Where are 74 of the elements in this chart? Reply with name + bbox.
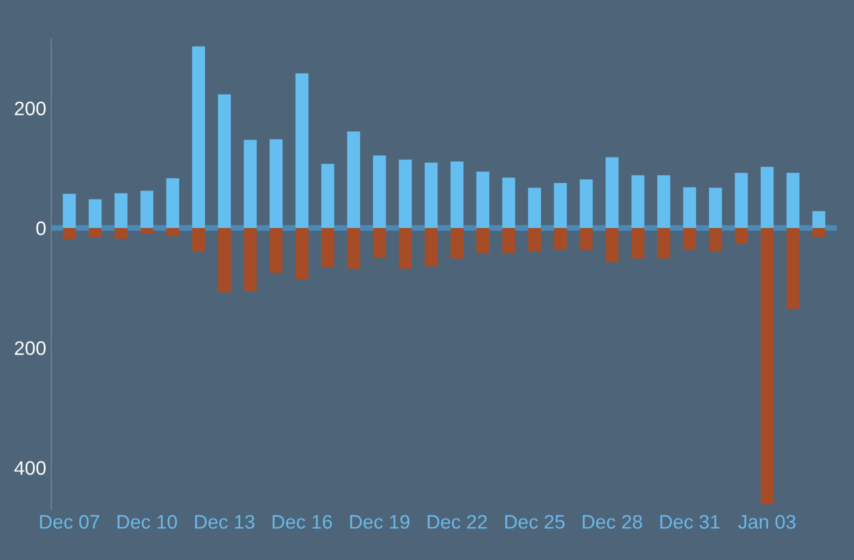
bar — [140, 228, 154, 234]
bar — [657, 175, 670, 228]
bar — [114, 193, 128, 228]
bar — [683, 187, 696, 228]
bar — [424, 228, 438, 266]
bar — [295, 228, 308, 280]
bar — [321, 228, 334, 267]
bar — [708, 228, 722, 252]
y-tick-label: 200 — [14, 102, 46, 116]
bar — [140, 190, 154, 228]
bar — [62, 228, 76, 240]
x-tick-label: Dec 07 — [40, 514, 100, 529]
bar — [270, 139, 283, 228]
bar — [88, 228, 102, 238]
bar — [554, 228, 567, 250]
bar — [606, 157, 619, 228]
bar — [450, 161, 464, 228]
y-tick-label: 0 — [36, 221, 46, 236]
x-tick-label: Jan 03 — [738, 514, 796, 529]
bar — [244, 228, 257, 291]
bar — [373, 228, 386, 258]
bar — [295, 73, 308, 228]
bar — [166, 178, 180, 228]
y-tick-label: 400 — [14, 461, 46, 475]
bar — [786, 228, 800, 309]
bar — [580, 228, 593, 250]
bar — [812, 228, 826, 237]
bar — [347, 228, 360, 269]
bar — [683, 228, 696, 250]
bar — [218, 94, 231, 228]
x-tick-label: Dec 28 — [582, 514, 642, 529]
bar — [580, 179, 593, 228]
bar — [114, 228, 128, 239]
bar — [734, 228, 748, 244]
y-tick-label: 200 — [14, 341, 46, 356]
x-tick-label: Dec 22 — [428, 514, 487, 529]
x-tick-label: Dec 19 — [350, 514, 410, 529]
bar — [606, 228, 619, 262]
bar — [62, 194, 76, 228]
bar — [398, 228, 412, 269]
bar — [424, 162, 438, 228]
bar — [734, 172, 748, 228]
bar — [528, 228, 541, 252]
bar — [192, 46, 206, 228]
bar — [760, 228, 774, 504]
bar — [657, 228, 670, 259]
bar — [398, 160, 412, 228]
x-tick-label: Dec 16 — [272, 514, 332, 529]
bar — [476, 172, 490, 228]
bar — [631, 175, 644, 228]
bar — [528, 188, 541, 228]
bar — [812, 211, 826, 228]
bar — [347, 131, 360, 228]
bar — [760, 166, 774, 228]
x-tick-label: Dec 25 — [505, 514, 565, 529]
bar — [270, 228, 283, 273]
bar — [166, 228, 180, 236]
bar — [192, 228, 206, 252]
bar — [244, 140, 257, 228]
bar — [708, 188, 722, 228]
bar — [502, 228, 516, 254]
bar — [88, 199, 102, 228]
x-tick-label: Dec 10 — [118, 514, 177, 529]
bar — [373, 155, 386, 228]
bar — [218, 228, 231, 292]
bar — [321, 164, 334, 228]
x-tick-label: Dec 13 — [195, 514, 254, 529]
bar — [631, 228, 644, 259]
bar — [476, 228, 490, 254]
bar — [554, 183, 567, 228]
bar — [786, 172, 800, 228]
bar — [502, 178, 516, 228]
x-tick-label: Dec 31 — [660, 514, 720, 529]
bar — [450, 228, 464, 259]
